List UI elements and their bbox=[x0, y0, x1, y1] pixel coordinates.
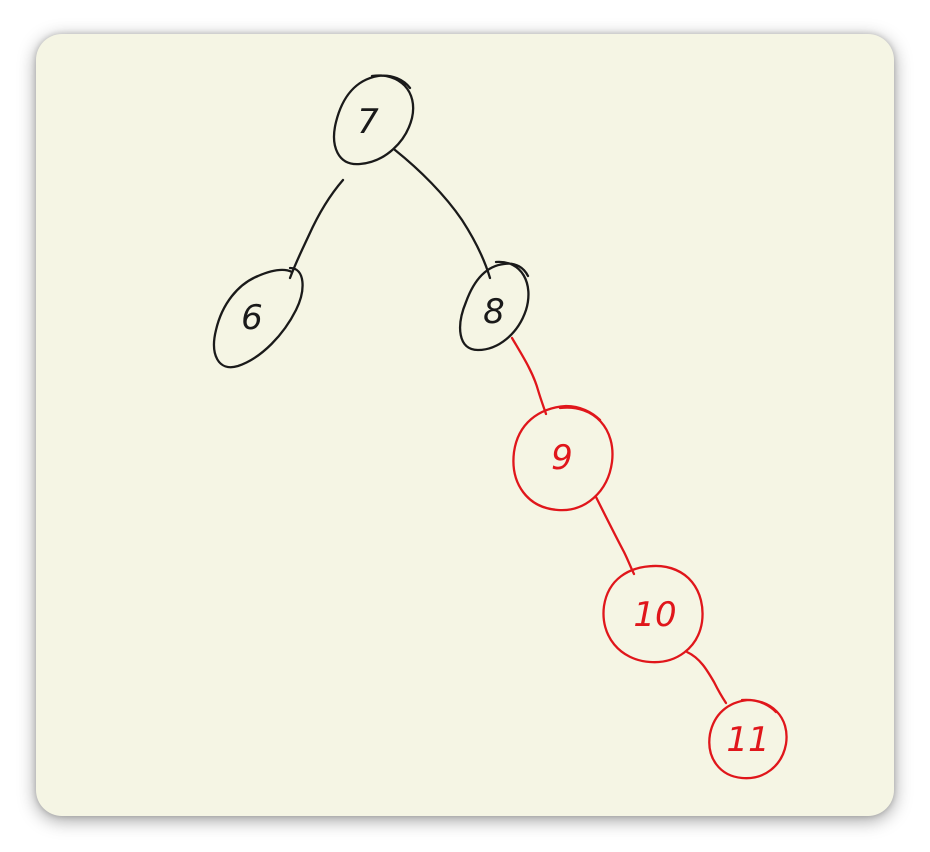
edge-7-8 bbox=[393, 148, 492, 280]
node-label-10: 10 bbox=[633, 595, 676, 635]
node-11: 11 bbox=[708, 698, 788, 780]
edge-8-9 bbox=[510, 336, 548, 416]
node-8: 8 bbox=[459, 260, 530, 352]
node-10: 10 bbox=[602, 564, 704, 664]
edge-10-11 bbox=[685, 650, 728, 705]
node-label-8: 8 bbox=[483, 292, 505, 332]
node-label-7: 7 bbox=[357, 102, 379, 142]
node-label-11: 11 bbox=[726, 720, 769, 760]
node-6: 6 bbox=[212, 266, 304, 369]
edge-9-10 bbox=[594, 495, 636, 576]
node-9: 9 bbox=[512, 404, 614, 512]
node-label-6: 6 bbox=[241, 298, 263, 338]
node-label-9: 9 bbox=[551, 438, 573, 478]
whiteboard-card bbox=[36, 34, 894, 816]
node-7: 7 bbox=[332, 74, 415, 166]
edge-7-6 bbox=[288, 178, 345, 280]
